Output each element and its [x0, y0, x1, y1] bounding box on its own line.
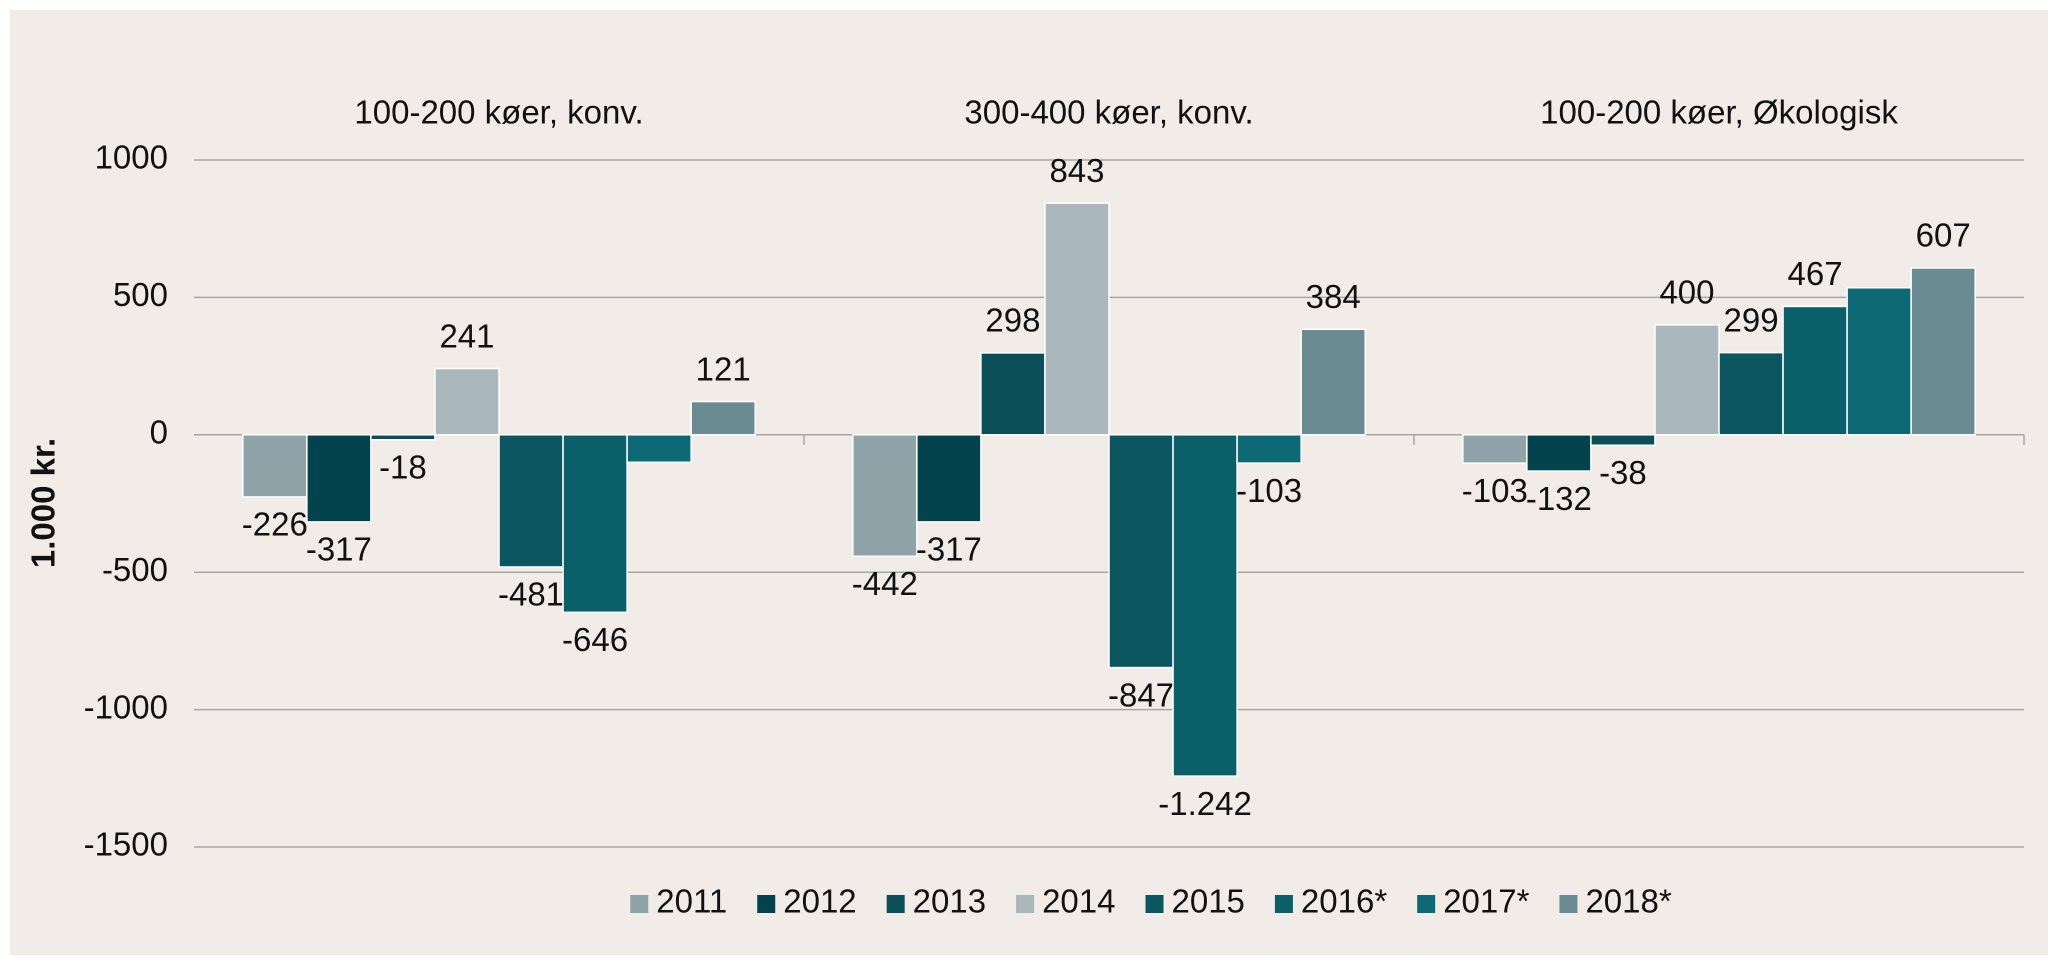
- bar: [370, 434, 436, 441]
- data-label: -38: [1599, 454, 1647, 491]
- legend-label: 2011: [656, 883, 727, 920]
- legend-swatch: [886, 895, 905, 913]
- legend-item: 2017*: [1417, 883, 1530, 920]
- legend-item: 2013: [886, 883, 986, 920]
- data-label: -481: [498, 576, 564, 613]
- legend-swatch: [1417, 895, 1436, 913]
- bar: [1910, 267, 1976, 436]
- legend-swatch: [1559, 895, 1578, 913]
- bar: [1462, 434, 1528, 464]
- legend-item: 2015: [1145, 883, 1245, 920]
- data-label: -317: [306, 531, 372, 568]
- data-label: 607: [1916, 217, 1971, 254]
- data-label: -132: [1526, 480, 1592, 517]
- bar: [690, 400, 756, 436]
- bar: [562, 434, 628, 614]
- legend-swatch: [757, 895, 776, 913]
- data-label: 384: [1306, 278, 1361, 315]
- legend-label: 2015: [1172, 883, 1245, 920]
- bar: [434, 367, 500, 436]
- category-label: 100-200 køer, konv.: [354, 94, 643, 131]
- legend-label: 2013: [913, 883, 986, 920]
- legend-swatch: [630, 895, 649, 913]
- bar: [980, 352, 1046, 436]
- data-label: -1.242: [1158, 785, 1252, 822]
- y-tick-label: -1500: [84, 826, 168, 863]
- legend-item: 2018*: [1559, 883, 1672, 920]
- legend-item: 2012: [757, 883, 857, 920]
- bar: [1044, 202, 1110, 436]
- data-label: 400: [1659, 274, 1714, 311]
- legend-label: 2018*: [1585, 883, 1671, 920]
- data-label: 298: [985, 302, 1040, 339]
- data-label: -442: [852, 565, 918, 602]
- data-label: 241: [439, 317, 494, 354]
- bar: [1172, 434, 1238, 777]
- legend-label: 2016*: [1301, 883, 1387, 920]
- data-label: -103: [1236, 472, 1302, 509]
- legend-swatch: [1274, 895, 1293, 913]
- bar: [852, 434, 918, 558]
- legend-label: 2014: [1042, 883, 1115, 920]
- bar: [1300, 328, 1366, 436]
- bar: [1846, 287, 1912, 436]
- bar: [306, 434, 372, 523]
- data-label: 121: [696, 350, 751, 387]
- bar: [1590, 434, 1656, 446]
- data-label: -18: [379, 448, 427, 485]
- legend-item: 2014: [1016, 883, 1116, 920]
- data-label: 467: [1788, 255, 1843, 292]
- y-tick-label: 0: [150, 414, 168, 451]
- data-label: -646: [562, 621, 628, 658]
- y-tick-label: 500: [113, 276, 168, 313]
- legend-item: 2016*: [1274, 883, 1387, 920]
- bar: [1718, 351, 1784, 436]
- data-label: -103: [1462, 472, 1528, 509]
- data-label: -317: [916, 531, 982, 568]
- y-tick-label: -500: [102, 551, 168, 588]
- legend-swatch: [1016, 895, 1035, 913]
- data-label: 299: [1723, 301, 1778, 338]
- y-tick-label: 1000: [95, 139, 168, 176]
- bar: [498, 434, 564, 568]
- y-axis-label: 1.000 kr.: [25, 438, 62, 568]
- category-label: 300-400 køer, konv.: [964, 94, 1253, 131]
- legend-item: 2011: [630, 883, 727, 920]
- legend-label: 2012: [783, 883, 856, 920]
- category-label: 100-200 køer, Økologisk: [1540, 94, 1898, 131]
- bar: [1108, 434, 1174, 669]
- data-label: -847: [1108, 676, 1174, 713]
- bar: [1526, 434, 1592, 472]
- bar: [242, 434, 308, 498]
- bar: [1236, 434, 1302, 464]
- data-label: -226: [242, 506, 308, 543]
- y-tick-label: -1000: [84, 688, 168, 725]
- bar: [1782, 305, 1848, 436]
- bar: [626, 434, 692, 464]
- legend-swatch: [1145, 895, 1164, 913]
- bar: [1654, 324, 1720, 436]
- data-label: 843: [1049, 152, 1104, 189]
- legend-label: 2017*: [1443, 883, 1529, 920]
- bar: [916, 434, 982, 523]
